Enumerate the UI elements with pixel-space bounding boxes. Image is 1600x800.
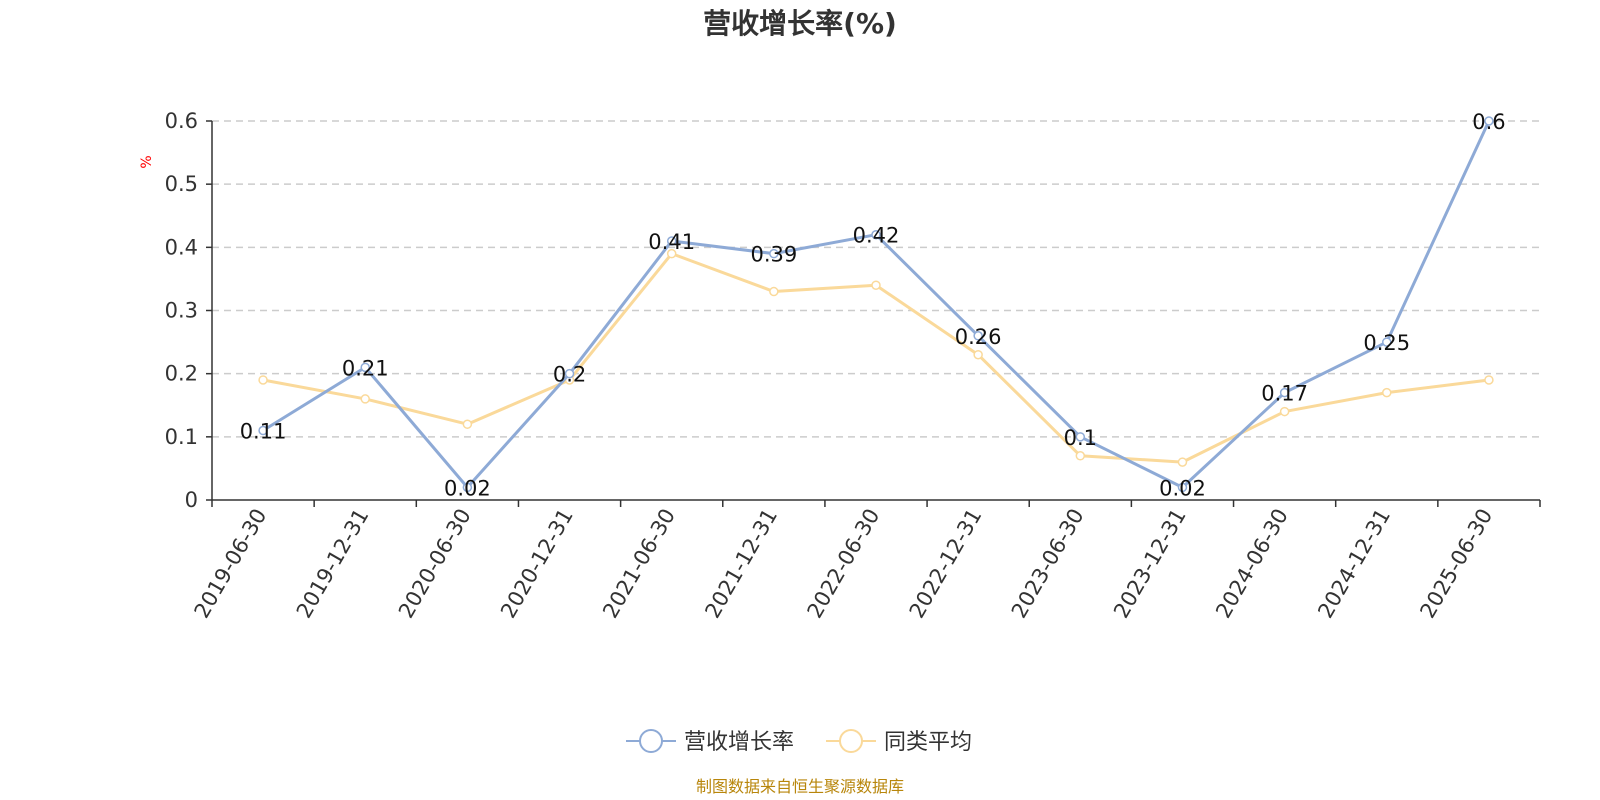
legend-label: 营收增长率 [684,730,794,755]
y-axis-unit-label: % [139,155,155,168]
data-point[interactable] [1279,406,1290,417]
chart-title: 营收增长率(%) [703,7,897,40]
legend-item[interactable]: 营收增长率 [626,729,794,755]
data-labels: 0.11 0.21 0.02 0.2 0.41 0.39 0.42 0.26 0.1 0.02 0.… [240,110,1506,500]
y-tick-label: 0.4 [165,235,198,259]
x-tick-label: 2025-06-30 [1415,505,1497,623]
legend-label: 同类平均 [884,730,972,755]
data-label: 0.1 [1064,426,1097,450]
grid-lines [212,120,1540,438]
data-point[interactable] [871,280,881,290]
data-point[interactable] [1484,116,1494,126]
data-point[interactable] [973,331,983,341]
data-point[interactable] [871,229,881,240]
series-lines [258,116,1494,493]
data-label: 0.42 [853,224,900,248]
y-tick-label: 0.2 [165,362,198,386]
data-point[interactable] [769,248,779,259]
data-point[interactable] [462,419,473,429]
x-tick-label: 2023-12-31 [1109,505,1191,623]
x-tick-label: 2022-06-30 [803,505,885,623]
x-tick-label: 2024-06-30 [1211,505,1293,623]
data-label: 0.21 [342,356,389,380]
y-tick-label: 0.5 [165,172,198,196]
legend-marker [639,729,663,753]
data-point[interactable] [258,425,268,436]
x-tick-label: 2023-06-30 [1007,505,1089,623]
data-point[interactable] [1177,482,1188,493]
y-tick-label: 0.3 [165,299,198,323]
x-tick-label: 2020-06-30 [394,505,476,623]
data-point[interactable] [666,236,677,246]
data-point[interactable] [360,394,370,404]
x-tick-label: 2020-12-31 [496,505,578,623]
data-point[interactable] [1382,337,1392,347]
x-tick-label: 2022-12-31 [905,505,987,623]
source-note: 制图数据来自恒生聚源数据库 [696,777,904,796]
data-label: 0.25 [1363,331,1410,355]
data-point[interactable] [666,248,677,259]
data-label: 0.6 [1472,110,1505,134]
data-point[interactable] [769,286,779,297]
data-point[interactable] [1382,387,1392,398]
data-label: 0.41 [648,230,695,254]
data-label: 0.02 [1159,476,1206,500]
x-tick-label: 2021-12-31 [700,505,782,623]
data-label: 0.39 [750,243,797,267]
data-point[interactable] [258,375,268,385]
y-tick-label: 0.1 [165,425,198,449]
data-point[interactable] [1075,451,1086,461]
data-point[interactable] [1279,387,1290,398]
data-point[interactable] [564,368,575,379]
legend[interactable]: 营收增长率 同类平均 [626,729,972,755]
data-point[interactable] [1484,375,1494,385]
data-label: 0.2 [553,363,586,387]
data-label: 0.17 [1261,382,1308,406]
x-tick-label: 2024-12-31 [1313,505,1395,623]
y-tick-label: 0 [185,488,198,512]
data-point[interactable] [462,482,473,493]
data-label: 0.02 [444,476,491,500]
x-tick-label: 2019-12-31 [292,505,374,623]
data-point[interactable] [1075,432,1086,442]
y-tick-label: 0.6 [165,109,198,133]
data-point[interactable] [1177,457,1188,467]
data-label: 0.11 [240,420,287,444]
series-line [262,120,1491,489]
x-tick-label: 2021-06-30 [598,505,680,623]
data-point[interactable] [973,349,983,360]
data-point[interactable] [360,362,370,373]
data-label: 0.26 [955,325,1002,349]
legend-item[interactable]: 同类平均 [826,729,972,755]
legend-marker [839,729,863,753]
x-tick-label: 2019-06-30 [190,505,272,623]
